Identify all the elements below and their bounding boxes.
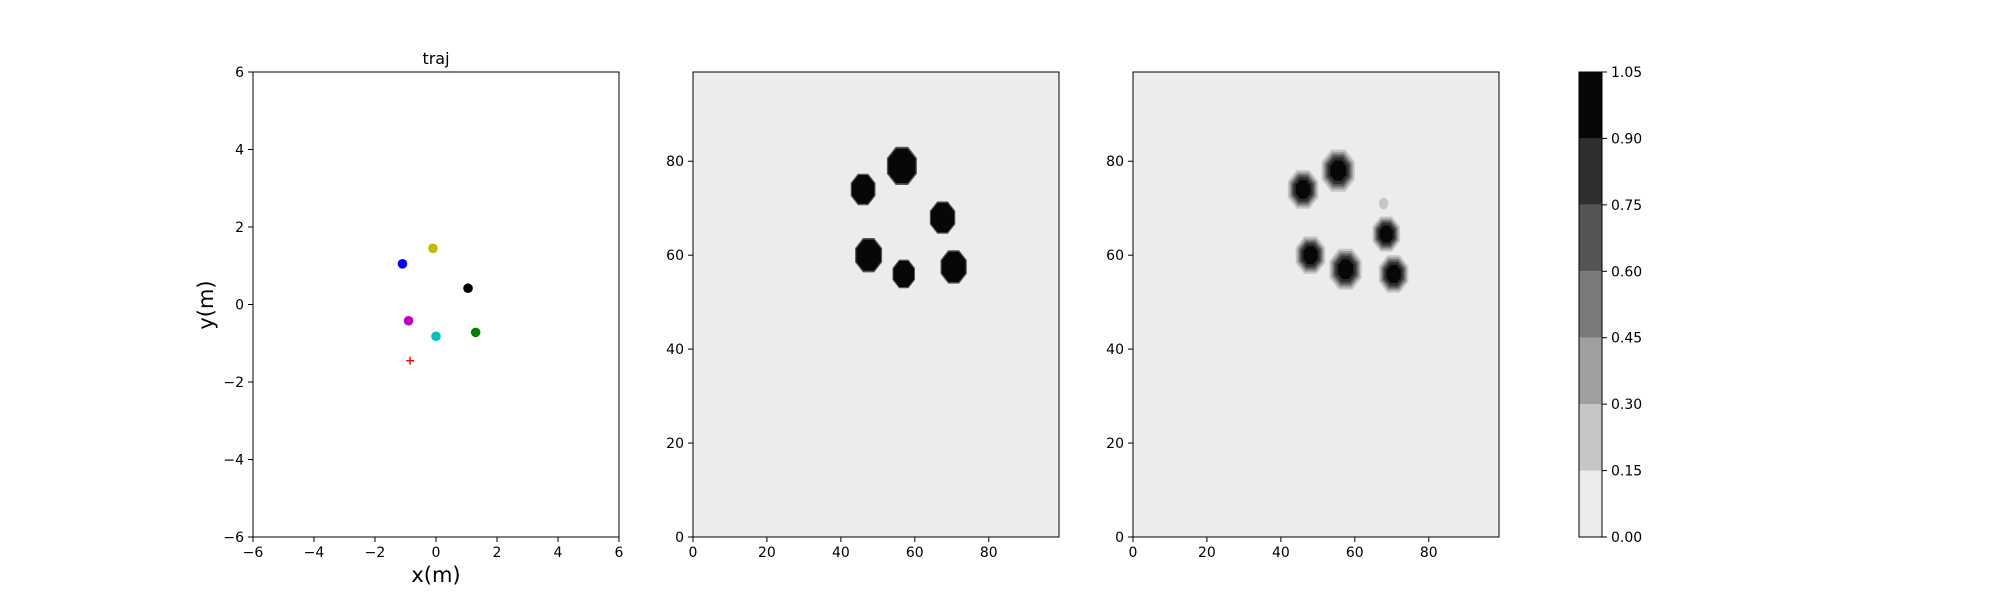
traj-points [397, 243, 481, 365]
x-tick-label: 60 [906, 545, 924, 561]
y-tick-label: 20 [666, 436, 684, 452]
colorbar-band [1579, 470, 1602, 537]
colorbar-band [1579, 204, 1602, 272]
heatmap-panel-1: 0 20 40 60 80 0 20 40 60 80 [666, 71, 1060, 561]
y-tick-label: −4 [223, 453, 244, 469]
colorbar-tick-label: 0.30 [1611, 397, 1642, 413]
colorbar-tick-label: 0.15 [1611, 464, 1642, 480]
heatmap-blob [1372, 216, 1401, 252]
y-tick-label: 60 [666, 248, 684, 264]
x-tick-label: 0 [432, 545, 441, 561]
heatmap-panel-2: 0 20 40 60 80 0 20 40 60 80 [1106, 71, 1500, 561]
y-tick-label: 40 [1106, 342, 1124, 358]
x-tick-label: 80 [980, 545, 998, 561]
colorbar-bands [1579, 72, 1602, 537]
agent-point [470, 327, 481, 338]
heatmap-1-ticks: 0 20 40 60 80 0 20 40 60 80 [666, 154, 997, 561]
colorbar-band [1579, 271, 1602, 338]
y-tick-label: 20 [1106, 436, 1124, 452]
traj-panel: −6 −4 −2 0 2 4 6 −6 −4 −2 0 2 4 6 traj x(m) y(m) [194, 49, 624, 587]
agent-point [428, 243, 438, 254]
y-tick-label: 2 [235, 220, 244, 236]
heatmap-1-background [693, 72, 1059, 537]
agent-point [463, 283, 473, 294]
colorbar-tick-label: 0.90 [1611, 131, 1642, 147]
x-tick-label: 6 [615, 545, 624, 561]
heatmap-blob [1378, 255, 1409, 293]
colorbar: 0.00 0.15 0.30 0.45 0.60 0.75 0.90 1.05 [1578, 65, 1642, 546]
y-tick-label: −2 [223, 375, 244, 391]
heatmap-blob [850, 173, 876, 206]
colorbar-tick-label: 0.45 [1611, 331, 1642, 347]
colorbar-frame [1578, 71, 1603, 538]
colorbar-band [1579, 72, 1602, 139]
x-tick-label: 4 [554, 545, 563, 561]
y-tick-label: 0 [235, 298, 244, 314]
traj-plot-area [252, 71, 620, 538]
x-tick-label: 60 [1346, 545, 1364, 561]
y-tick-label: −6 [223, 530, 244, 546]
y-tick-label: 4 [235, 143, 244, 159]
x-tick-label: −4 [304, 545, 325, 561]
x-tick-label: −2 [365, 545, 386, 561]
target-marker [406, 356, 415, 365]
agent-point [403, 315, 414, 326]
heatmap-blob [855, 238, 883, 273]
x-tick-label: 40 [832, 545, 850, 561]
x-tick-label: 20 [758, 545, 776, 561]
y-tick-label: 40 [666, 342, 684, 358]
agent-point [397, 259, 408, 269]
colorbar-tick-label: 0.75 [1611, 198, 1642, 214]
heatmap-1-blobs [850, 146, 967, 289]
x-tick-label: 40 [1272, 545, 1290, 561]
y-tick-label: 60 [1106, 248, 1124, 264]
x-tick-label: 80 [1420, 545, 1438, 561]
colorbar-ticks: 0.00 0.15 0.30 0.45 0.60 0.75 0.90 1.05 [1602, 65, 1642, 546]
y-tick-label: 0 [675, 530, 684, 546]
heatmap-blob [929, 201, 956, 234]
y-tick-label: 80 [1106, 154, 1124, 170]
x-tick-label: 20 [1198, 545, 1216, 561]
traj-title: traj [422, 49, 449, 68]
y-tick-label: 80 [666, 154, 684, 170]
colorbar-tick-label: 0.60 [1611, 264, 1642, 280]
colorbar-tick-label: 1.05 [1611, 65, 1642, 81]
heatmap-blob [886, 146, 917, 185]
x-tick-label: 2 [493, 545, 502, 561]
heatmap-2-frame [1132, 71, 1500, 538]
colorbar-band [1579, 404, 1602, 471]
agent-point [431, 331, 441, 342]
x-tick-label: 0 [1129, 545, 1138, 561]
x-tick-label: 0 [689, 545, 698, 561]
heatmap-blob [1379, 197, 1389, 210]
heatmap-2-ticks: 0 20 40 60 80 0 20 40 60 80 [1106, 154, 1437, 561]
heatmap-2-blobs [1287, 149, 1409, 293]
colorbar-band [1579, 138, 1602, 205]
heatmap-2-background [1133, 72, 1499, 537]
colorbar-tick-label: 0.00 [1611, 530, 1642, 546]
heatmap-blob [1295, 236, 1326, 274]
traj-ticks: −6 −4 −2 0 2 4 6 −6 −4 −2 0 2 4 6 [223, 65, 623, 561]
heatmap-blob [892, 259, 915, 289]
heatmap-1-frame [692, 71, 1060, 538]
colorbar-band [1579, 337, 1602, 405]
heatmap-blob [940, 250, 967, 284]
traj-ylabel: y(m) [194, 280, 218, 329]
heatmap-blob [1287, 170, 1319, 209]
y-tick-label: 6 [235, 65, 244, 81]
y-tick-label: 0 [1115, 530, 1124, 546]
heatmap-blob [1329, 248, 1362, 290]
traj-xlabel: x(m) [411, 563, 460, 587]
x-tick-label: −6 [243, 545, 264, 561]
heatmap-blob [1321, 149, 1355, 192]
